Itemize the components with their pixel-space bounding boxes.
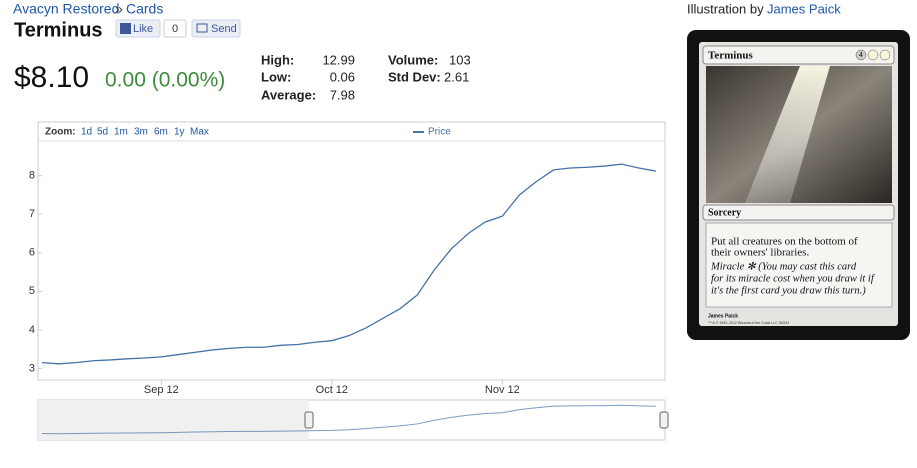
zoom-option[interactable]: 5d — [97, 127, 108, 138]
illustration-label: Illustration by — [687, 1, 764, 16]
send-label: Send — [211, 23, 237, 35]
navigator-line — [41, 404, 656, 435]
card-image: Terminus 4 Sorcery Put all creatures on … — [687, 30, 910, 340]
y-tick-label: 7 — [29, 208, 35, 220]
x-tick-label: Nov 12 — [485, 384, 520, 396]
stat-label: Std Dev: — [388, 69, 441, 84]
rules-text: Put all creatures on the bottom of — [711, 236, 858, 248]
breadcrumb-link[interactable]: Avacyn Restored — [13, 1, 119, 17]
zoom-option[interactable]: Max — [190, 127, 209, 138]
navigator-handle[interactable] — [304, 411, 314, 429]
miracle-text: it's the first card you draw this turn.) — [711, 285, 866, 296]
y-tick-label: 4 — [29, 324, 35, 336]
like-count: 0 — [172, 23, 178, 35]
stat-value: 0.06 — [330, 69, 355, 84]
zoom-option[interactable]: 1m — [114, 127, 128, 138]
zoom-option[interactable]: 1d — [81, 127, 92, 138]
y-tick-label: 6 — [29, 247, 35, 259]
card-artist: James Paick — [708, 313, 738, 319]
mana-cost: 4 — [859, 52, 863, 59]
miracle-text: for its miracle cost when you draw it if — [711, 273, 876, 284]
stat-label: Average: — [261, 87, 316, 102]
price-change: 0.00 (0.00%) — [105, 69, 225, 92]
stat-value: 2.61 — [444, 69, 469, 84]
breadcrumb-separator: » — [115, 1, 123, 17]
stat-value: 12.99 — [322, 52, 355, 67]
card-name: Terminus — [708, 50, 754, 62]
like-label: Like — [133, 23, 153, 35]
card-copyright: ™ & © 1993–2012 Wizards of the Coast LLC… — [708, 321, 789, 325]
zoom-option[interactable]: 1y — [174, 127, 185, 138]
current-price: $8.10 — [14, 61, 89, 94]
legend-label[interactable]: Price — [428, 127, 451, 138]
zoom-option[interactable]: 3m — [134, 127, 148, 138]
like-button[interactable]: Like — [115, 19, 161, 38]
breadcrumb-link[interactable]: Cards — [126, 1, 163, 17]
stat-value: 7.98 — [330, 87, 355, 102]
send-button[interactable]: Send — [191, 19, 241, 38]
navigator-mask — [38, 400, 309, 440]
like-count-box — [163, 19, 187, 38]
x-tick-label: Sep 12 — [144, 384, 179, 396]
chart-frame — [37, 121, 666, 381]
x-tick-label: Oct 12 — [316, 384, 348, 396]
zoom-option[interactable]: 6m — [154, 127, 168, 138]
miracle-text: Miracle ✻ (You may cast this card — [710, 261, 857, 272]
card-type: Sorcery — [708, 207, 741, 218]
stat-label: High: — [261, 52, 294, 67]
card-title: Terminus — [14, 19, 103, 41]
y-tick-label: 5 — [29, 285, 35, 297]
stat-value: 103 — [449, 52, 471, 67]
navigator-handle[interactable] — [659, 411, 669, 429]
y-tick-label: 8 — [29, 170, 35, 182]
stat-label: Volume: — [388, 52, 438, 67]
price-line — [41, 163, 656, 365]
rules-text: their owners' libraries. — [711, 247, 809, 259]
y-tick-label: 3 — [29, 362, 35, 374]
zoom-label: Zoom: — [45, 127, 76, 138]
artist-link[interactable]: James Paick — [767, 1, 841, 16]
stat-label: Low: — [261, 69, 291, 84]
